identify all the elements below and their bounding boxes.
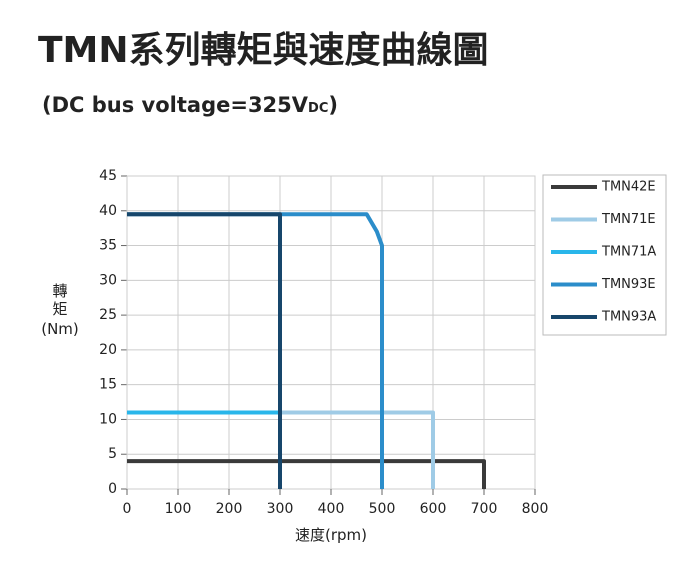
x-tick-label: 400 xyxy=(318,501,345,517)
y-tick-label: 25 xyxy=(99,307,117,323)
x-tick-label: 500 xyxy=(369,501,396,517)
y-tick-label: 0 xyxy=(108,481,117,497)
legend-label: TMN93A xyxy=(601,310,656,325)
y-axis-label: 轉 xyxy=(52,282,67,300)
y-tick-label: 15 xyxy=(99,377,117,393)
x-tick-label: 600 xyxy=(420,501,447,517)
chart-subtitle: (DC bus voltage=325VDC) xyxy=(42,93,338,117)
x-tick-label: 700 xyxy=(471,501,498,517)
y-tick-label: 10 xyxy=(99,411,117,427)
y-tick-label: 30 xyxy=(99,272,117,288)
chart-title: TMN系列轉矩與速度曲線圖 xyxy=(38,30,489,71)
y-tick-label: 45 xyxy=(99,168,117,184)
series-line xyxy=(127,212,282,489)
x-axis-label: 速度(rpm) xyxy=(295,526,367,544)
series-line xyxy=(127,459,486,489)
legend-label: TMN71A xyxy=(601,245,656,260)
y-tick-label: 35 xyxy=(99,238,117,254)
subtitle-text: (DC bus voltage=325V xyxy=(42,93,309,117)
legend-label: TMN71E xyxy=(601,212,656,227)
subtitle-end: ) xyxy=(328,93,338,117)
y-axis-label: (Nm) xyxy=(41,320,79,338)
x-tick-label: 0 xyxy=(123,501,132,517)
subtitle-subscript: DC xyxy=(308,101,328,116)
series-line xyxy=(127,410,282,489)
legend-box xyxy=(542,174,667,336)
y-tick-label: 20 xyxy=(99,342,117,358)
x-tick-label: 200 xyxy=(216,501,243,517)
y-tick-label: 5 xyxy=(108,446,117,462)
legend-label: TMN93E xyxy=(601,277,656,292)
y-axis-label: 矩 xyxy=(52,300,67,318)
x-tick-label: 300 xyxy=(267,501,294,517)
y-tick-label: 40 xyxy=(99,203,117,219)
series-line xyxy=(127,212,384,489)
legend-label: TMN42E xyxy=(601,180,656,195)
x-tick-label: 800 xyxy=(522,501,549,517)
x-tick-label: 100 xyxy=(165,501,192,517)
